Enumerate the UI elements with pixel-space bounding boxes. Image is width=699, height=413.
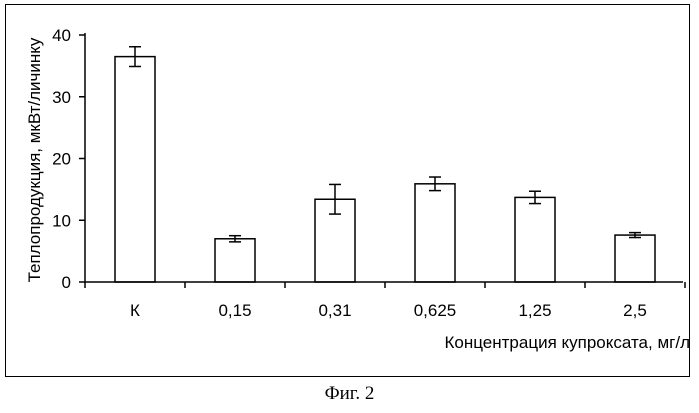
x-tick-label: К xyxy=(130,301,140,320)
x-tick-label: 0,625 xyxy=(414,301,457,320)
figure-caption: Фиг. 2 xyxy=(0,383,699,405)
x-tick-label: 1,25 xyxy=(518,301,551,320)
y-tick-label: 20 xyxy=(52,150,71,169)
y-tick-label: 0 xyxy=(62,273,71,292)
bar xyxy=(515,197,555,282)
bar xyxy=(115,57,155,282)
bar xyxy=(615,235,655,282)
bar-chart: К 0,15 0,31 0,625 1,25 2,5 0 10 20 30 40 Теплопрод… xyxy=(0,0,699,380)
x-axis-title: Концентрация купроксата, мг/л xyxy=(445,333,690,352)
y-tick-label: 10 xyxy=(52,211,71,230)
error-bars-layer xyxy=(129,47,641,242)
bar xyxy=(415,184,455,282)
y-tick-label: 30 xyxy=(52,88,71,107)
bar xyxy=(215,239,255,282)
y-tick-label: 40 xyxy=(52,26,71,45)
x-tick-label: 2,5 xyxy=(623,301,647,320)
bars-layer xyxy=(115,57,655,282)
y-axis-title: Теплопродукция, мкВт/личинку xyxy=(25,37,44,282)
x-tick-label: 0,15 xyxy=(218,301,251,320)
x-tick-label: 0,31 xyxy=(318,301,351,320)
